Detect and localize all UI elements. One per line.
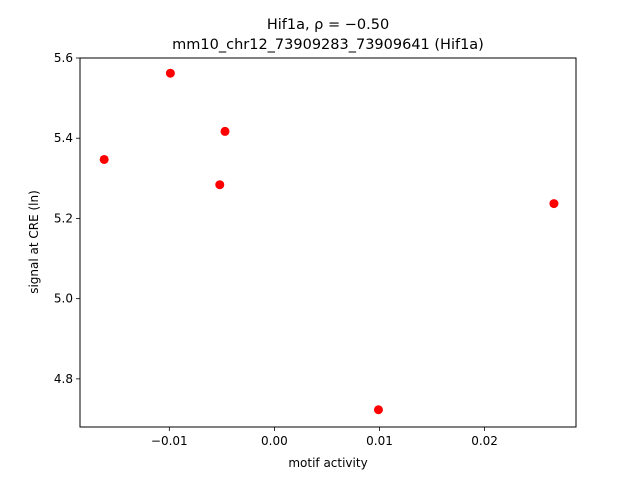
y-tick-label: 4.8 — [54, 372, 73, 386]
y-tick-label: 5.6 — [54, 51, 73, 65]
y-tick-label: 5.0 — [54, 292, 73, 306]
data-point — [373, 405, 383, 415]
y-tick-label: 5.4 — [54, 131, 73, 145]
data-point — [165, 68, 175, 78]
x-tick-label: −0.01 — [151, 434, 188, 448]
x-tick-label: 0.02 — [471, 434, 498, 448]
x-tick-label: 0.00 — [261, 434, 288, 448]
x-axis-label: motif activity — [288, 456, 367, 470]
data-points — [99, 68, 559, 415]
data-point — [549, 199, 559, 209]
plot-area-frame — [79, 57, 577, 428]
chart-title-line2: mm10_chr12_73909283_73909641 (Hif1a) — [172, 37, 484, 53]
y-axis-label: signal at CRE (ln) — [27, 190, 41, 294]
data-point — [220, 126, 230, 136]
chart-title-line1: Hif1a, ρ = −0.50 — [267, 17, 389, 33]
y-axis: 4.8 5.0 5.2 5.4 5.6 — [54, 51, 80, 386]
y-tick-label: 5.2 — [54, 211, 73, 225]
data-point — [99, 154, 109, 164]
data-point — [215, 180, 225, 190]
x-axis: −0.01 0.00 0.01 0.02 — [151, 427, 498, 448]
x-tick-label: 0.01 — [366, 434, 393, 448]
